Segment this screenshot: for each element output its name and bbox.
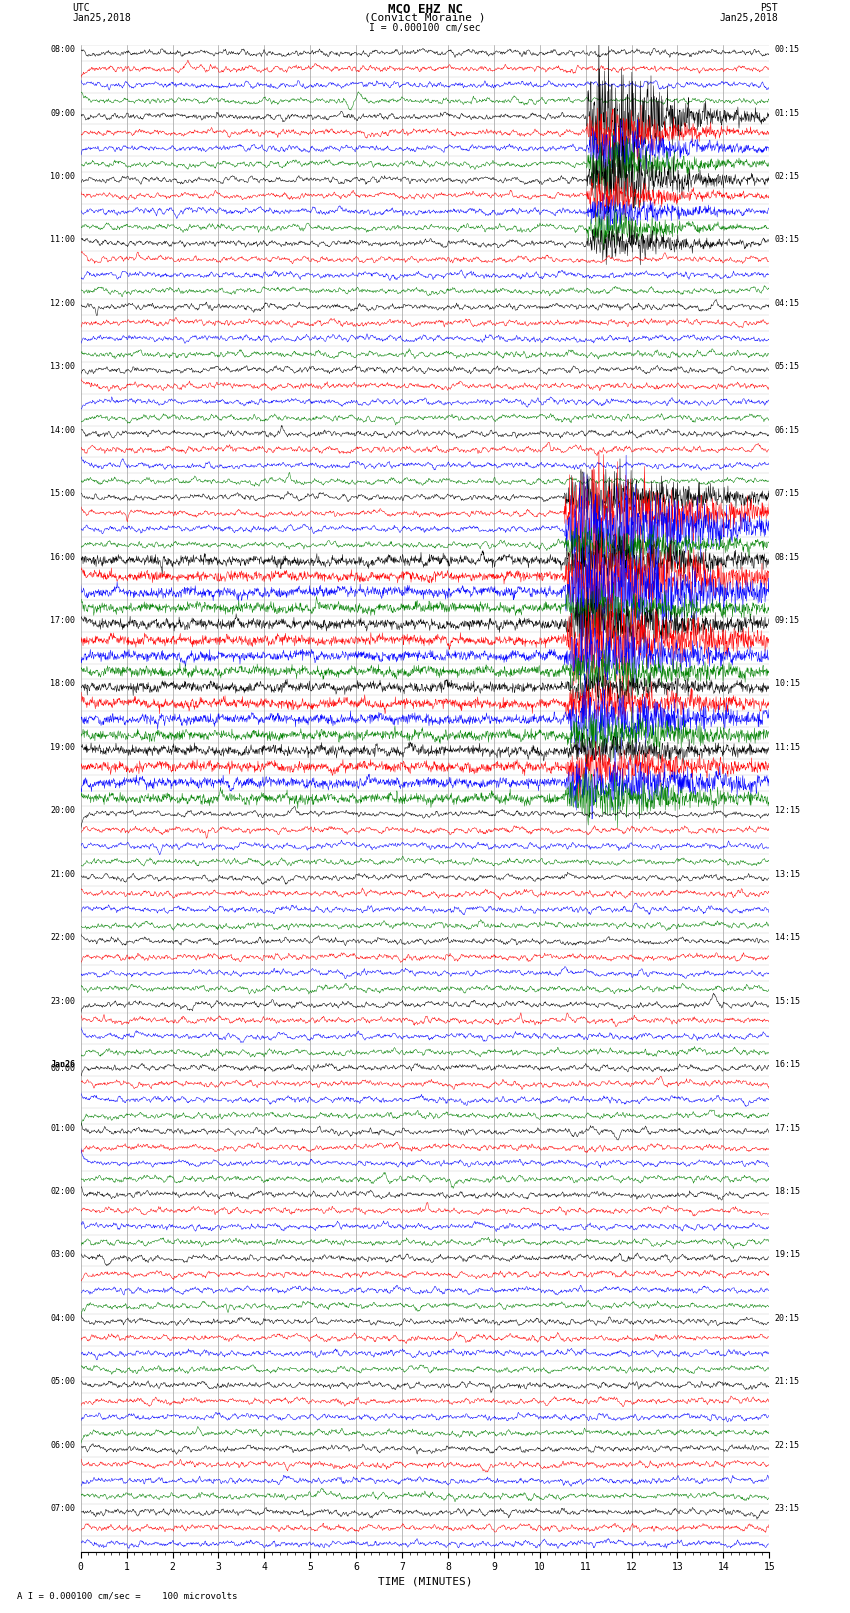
Text: 10:15: 10:15 [774, 679, 800, 689]
Text: 12:15: 12:15 [774, 806, 800, 815]
Text: 03:00: 03:00 [50, 1250, 76, 1260]
Text: 12:00: 12:00 [50, 298, 76, 308]
Text: I = 0.000100 cm/sec: I = 0.000100 cm/sec [369, 23, 481, 32]
Text: 07:00: 07:00 [50, 1505, 76, 1513]
Text: MCO EHZ NC: MCO EHZ NC [388, 3, 462, 16]
Text: Jan25,2018: Jan25,2018 [719, 13, 778, 23]
Text: 08:00: 08:00 [50, 45, 76, 55]
Text: 09:15: 09:15 [774, 616, 800, 626]
Text: 23:15: 23:15 [774, 1505, 800, 1513]
Text: 00:15: 00:15 [774, 45, 800, 55]
Text: 15:00: 15:00 [50, 489, 76, 498]
X-axis label: TIME (MINUTES): TIME (MINUTES) [377, 1576, 473, 1586]
Text: 18:00: 18:00 [50, 679, 76, 689]
Text: 13:15: 13:15 [774, 869, 800, 879]
Text: 02:00: 02:00 [50, 1187, 76, 1195]
Text: 14:00: 14:00 [50, 426, 76, 436]
Text: 05:15: 05:15 [774, 363, 800, 371]
Text: 17:00: 17:00 [50, 616, 76, 626]
Text: 04:00: 04:00 [50, 1315, 76, 1323]
Text: 04:15: 04:15 [774, 298, 800, 308]
Text: 14:15: 14:15 [774, 934, 800, 942]
Text: 06:15: 06:15 [774, 426, 800, 436]
Text: 20:00: 20:00 [50, 806, 76, 815]
Text: PST: PST [760, 3, 778, 13]
Text: 16:00: 16:00 [50, 553, 76, 561]
Text: A I = 0.000100 cm/sec =    100 microvolts: A I = 0.000100 cm/sec = 100 microvolts [17, 1590, 237, 1600]
Text: 16:15: 16:15 [774, 1060, 800, 1069]
Text: 07:15: 07:15 [774, 489, 800, 498]
Text: (Convict Moraine ): (Convict Moraine ) [365, 13, 485, 23]
Text: 13:00: 13:00 [50, 363, 76, 371]
Text: 06:00: 06:00 [50, 1440, 76, 1450]
Text: 18:15: 18:15 [774, 1187, 800, 1195]
Text: 20:15: 20:15 [774, 1315, 800, 1323]
Text: Jan25,2018: Jan25,2018 [72, 13, 131, 23]
Text: 21:00: 21:00 [50, 869, 76, 879]
Text: 09:00: 09:00 [50, 108, 76, 118]
Text: 22:00: 22:00 [50, 934, 76, 942]
Text: 05:00: 05:00 [50, 1378, 76, 1386]
Text: 01:00: 01:00 [50, 1124, 76, 1132]
Text: 19:00: 19:00 [50, 744, 76, 752]
Text: Jan26: Jan26 [50, 1060, 76, 1069]
Text: UTC: UTC [72, 3, 90, 13]
Text: 10:00: 10:00 [50, 173, 76, 181]
Text: 11:15: 11:15 [774, 744, 800, 752]
Text: 23:00: 23:00 [50, 997, 76, 1005]
Text: 00:00: 00:00 [50, 1063, 76, 1073]
Text: 22:15: 22:15 [774, 1440, 800, 1450]
Text: 08:15: 08:15 [774, 553, 800, 561]
Text: 11:00: 11:00 [50, 235, 76, 245]
Text: 01:15: 01:15 [774, 108, 800, 118]
Text: 19:15: 19:15 [774, 1250, 800, 1260]
Text: 17:15: 17:15 [774, 1124, 800, 1132]
Text: 02:15: 02:15 [774, 173, 800, 181]
Text: 21:15: 21:15 [774, 1378, 800, 1386]
Text: 03:15: 03:15 [774, 235, 800, 245]
Text: 15:15: 15:15 [774, 997, 800, 1005]
